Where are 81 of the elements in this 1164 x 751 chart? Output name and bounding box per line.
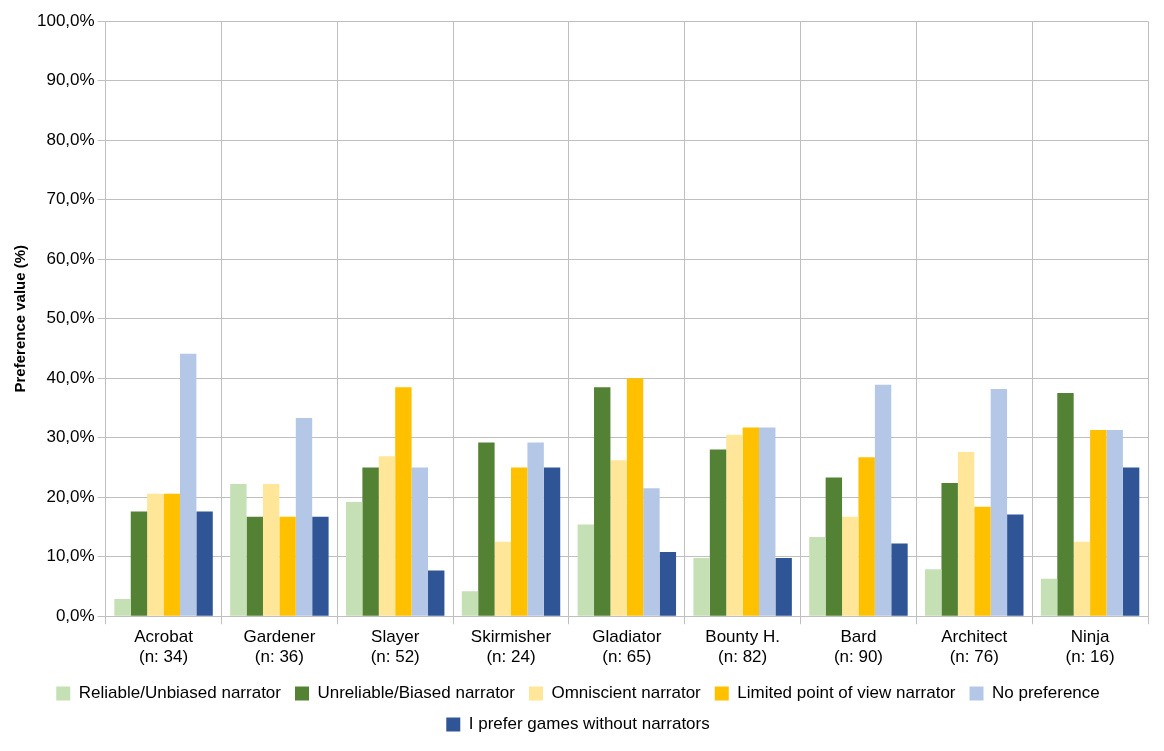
x-tick-label: Skirmisher (n: 24) — [470, 627, 552, 667]
bar — [279, 516, 296, 616]
bar — [1122, 467, 1140, 616]
bar — [395, 387, 412, 616]
bar — [858, 457, 875, 616]
bar — [527, 442, 544, 616]
bar — [709, 449, 727, 616]
bar — [874, 384, 892, 616]
bar — [1073, 541, 1091, 616]
y-tick-label: 10,0% — [46, 546, 95, 566]
bar — [610, 460, 627, 616]
bar — [759, 427, 776, 616]
bar — [941, 482, 958, 616]
bar — [312, 516, 329, 616]
bar — [295, 418, 313, 616]
y-tick-label: 50,0% — [46, 308, 95, 328]
bar — [428, 570, 445, 616]
bar — [925, 569, 942, 616]
y-tick-label: 40,0% — [46, 367, 95, 387]
bar — [693, 557, 710, 616]
legend-label: Reliable/Unbiased narrator — [78, 683, 282, 703]
y-tick-label: 20,0% — [46, 486, 95, 506]
bar — [378, 456, 396, 616]
bar — [957, 451, 975, 616]
x-tick-label: Bard (n: 90) — [833, 627, 884, 667]
bar — [1007, 514, 1024, 616]
y-tick-label: 80,0% — [46, 129, 95, 149]
bar — [626, 378, 644, 616]
bar — [775, 557, 792, 616]
bar — [179, 353, 197, 616]
bar — [1106, 429, 1123, 616]
bar — [891, 543, 908, 616]
bar — [809, 537, 826, 616]
legend-label: I prefer games without narrators — [468, 714, 710, 734]
bar — [1040, 578, 1058, 616]
y-tick-label: 60,0% — [46, 248, 95, 268]
bar — [643, 488, 660, 616]
bar — [974, 506, 991, 616]
x-tick-label: Acrobat (n: 34) — [134, 627, 194, 667]
bar — [478, 442, 495, 616]
legend-label: Unreliable/Biased narrator — [317, 683, 516, 703]
x-tick-label: Bounty H. (n: 82) — [705, 627, 780, 667]
bar — [511, 467, 528, 616]
bar — [577, 524, 595, 616]
bar — [362, 467, 379, 616]
bar — [262, 484, 280, 616]
x-tick-label: Ninja (n: 16) — [1065, 627, 1115, 667]
legend-label: Omniscient narrator — [551, 683, 702, 703]
x-tick-label: Gardener (n: 36) — [243, 627, 316, 667]
bar — [461, 591, 479, 616]
bar — [1057, 393, 1074, 616]
bar — [411, 467, 429, 616]
bar — [345, 501, 363, 616]
bar — [594, 387, 611, 616]
y-axis-title: Preference value (%) — [11, 244, 29, 393]
bar — [230, 484, 247, 616]
y-tick-label: 100,0% — [36, 10, 95, 30]
bar — [726, 434, 743, 616]
bar — [825, 477, 843, 616]
bar — [990, 388, 1008, 616]
bar — [163, 493, 180, 616]
x-tick-label: Architect (n: 76) — [941, 627, 1008, 667]
legend-label: No preference — [992, 683, 1100, 703]
bar — [114, 598, 131, 616]
y-tick-label: 0,0% — [55, 605, 95, 625]
bar — [196, 511, 213, 616]
bar — [147, 493, 164, 616]
y-tick-label: 30,0% — [46, 427, 95, 447]
bar — [742, 427, 760, 616]
bar — [494, 541, 512, 616]
x-tick-label: Slayer (n: 52) — [370, 627, 420, 667]
x-tick-label: Gladiator (n: 65) — [592, 627, 662, 667]
bar — [659, 551, 677, 616]
bar — [130, 511, 148, 616]
bar — [246, 516, 263, 616]
y-tick-label: 90,0% — [46, 70, 95, 90]
y-tick-label: 70,0% — [46, 189, 95, 209]
bar — [842, 516, 859, 616]
legend-label: Limited point of view narrator — [737, 683, 956, 703]
bar — [543, 467, 561, 616]
bar — [1090, 429, 1107, 616]
